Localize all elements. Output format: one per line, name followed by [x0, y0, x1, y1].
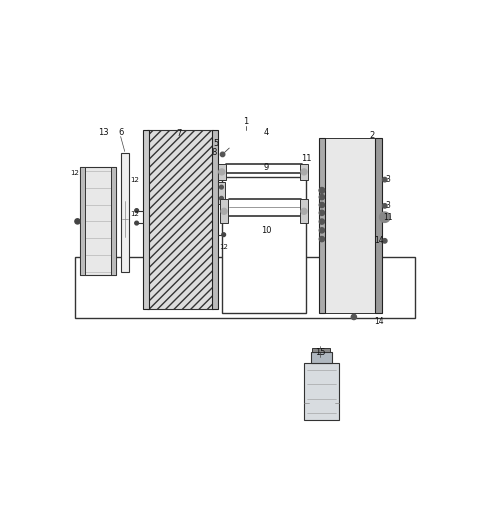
Bar [81, 167, 85, 275]
Text: 12: 12 [130, 178, 139, 183]
Text: 14: 14 [374, 237, 384, 245]
Bar [111, 167, 116, 275]
Text: 2: 2 [370, 131, 375, 140]
Text: 6: 6 [118, 127, 123, 137]
Text: 7: 7 [176, 130, 182, 138]
Circle shape [319, 195, 324, 200]
Circle shape [219, 169, 225, 175]
Circle shape [383, 177, 387, 182]
Circle shape [383, 239, 387, 243]
Text: 8: 8 [212, 148, 217, 157]
Bar [319, 138, 325, 312]
Bar [311, 352, 332, 362]
Text: 1: 1 [243, 117, 249, 126]
Circle shape [319, 228, 324, 233]
Text: 14: 14 [374, 317, 384, 326]
Circle shape [219, 197, 223, 200]
Bar [220, 199, 228, 223]
Circle shape [219, 185, 223, 189]
Bar [325, 138, 375, 312]
Bar [222, 177, 306, 312]
Circle shape [301, 169, 307, 175]
Bar [75, 257, 415, 318]
Circle shape [383, 215, 387, 220]
Bar [304, 362, 339, 420]
Bar [312, 348, 330, 352]
Circle shape [135, 209, 139, 212]
Circle shape [222, 233, 226, 237]
Text: 12: 12 [71, 170, 79, 176]
Text: 11: 11 [384, 212, 393, 222]
Text: 12: 12 [130, 211, 139, 217]
Bar [300, 164, 308, 180]
Bar [120, 153, 129, 272]
Text: 9: 9 [264, 163, 269, 172]
Circle shape [319, 202, 324, 207]
Circle shape [351, 314, 357, 319]
Text: 12: 12 [219, 244, 228, 250]
Circle shape [221, 208, 227, 215]
Text: 3: 3 [385, 175, 391, 184]
Bar [147, 130, 213, 309]
Bar [143, 130, 148, 309]
Circle shape [75, 219, 80, 224]
Circle shape [319, 210, 324, 216]
Circle shape [135, 221, 139, 225]
Circle shape [319, 188, 324, 193]
Text: 5: 5 [214, 139, 219, 148]
Bar [218, 182, 225, 204]
Circle shape [319, 187, 324, 193]
Circle shape [319, 237, 324, 242]
Text: 13: 13 [98, 127, 109, 137]
Bar [300, 199, 308, 223]
Circle shape [380, 212, 390, 222]
Text: 4: 4 [264, 127, 269, 137]
Text: 15: 15 [315, 348, 325, 357]
Bar [81, 167, 116, 275]
Bar [212, 130, 218, 309]
Bar [375, 138, 382, 312]
Circle shape [319, 219, 324, 224]
Circle shape [383, 204, 387, 208]
Text: 11: 11 [300, 154, 311, 163]
Text: 3: 3 [385, 201, 391, 210]
Bar [218, 164, 226, 180]
Text: 10: 10 [261, 226, 272, 235]
Circle shape [220, 152, 225, 157]
Circle shape [301, 208, 307, 215]
